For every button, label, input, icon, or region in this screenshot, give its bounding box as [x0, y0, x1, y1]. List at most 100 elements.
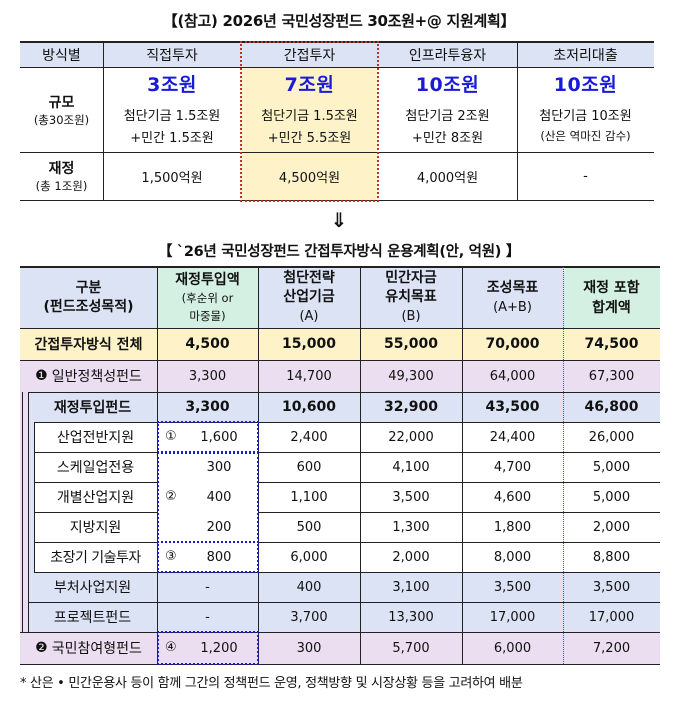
- divider: [563, 267, 564, 664]
- divider: [34, 572, 660, 573]
- cell-value: 10,600: [281, 399, 337, 415]
- fiscal-indirect: 4,500억원: [278, 170, 341, 186]
- header-line: 산업기금: [283, 289, 335, 305]
- row-label-cell: ❶ 일반정책성펀드: [20, 360, 157, 392]
- row-label: 부처사업지원: [53, 580, 132, 596]
- detail-line2: (산은 역마진 감수): [540, 129, 631, 143]
- cell-value: 4,500: [185, 336, 230, 352]
- header-line: 재정 포함: [583, 279, 640, 296]
- header-green-bg: [157, 267, 258, 328]
- amount: 10조원: [553, 74, 618, 96]
- down-arrow-icon: ⇓: [330, 208, 348, 232]
- cell-value: 32,900: [383, 399, 439, 415]
- cell-value: 800: [206, 549, 232, 565]
- divider: [462, 267, 463, 664]
- divider: [20, 266, 660, 268]
- cell-value: 5,700: [392, 640, 430, 656]
- cell-value: 6,000: [493, 640, 532, 656]
- header-target: 조성목표 (A+B): [462, 267, 563, 328]
- divider: [28, 392, 29, 632]
- divider: [20, 67, 654, 68]
- circled-3-icon: ③: [165, 549, 177, 564]
- cell-value: 8,800: [592, 549, 631, 565]
- divider: [258, 542, 660, 543]
- cell-value: 17,000: [588, 609, 635, 625]
- cell-value: 70,000: [485, 336, 540, 352]
- cell-value: 46,800: [584, 399, 639, 415]
- detail-line1: 첨단기금 10조원: [539, 109, 632, 124]
- cell-value: -: [205, 609, 210, 625]
- cell-value: 43,500: [485, 399, 540, 415]
- cell-value: 13,300: [388, 609, 434, 625]
- cell-value: 300: [206, 459, 232, 475]
- divider: [20, 664, 660, 665]
- scale-direct: 3조원 첨단기금 1.5조원 +민간 1.5조원: [103, 67, 241, 152]
- number-1-icon: ❶: [35, 368, 48, 384]
- cell-value: 3,500: [392, 489, 430, 505]
- cell-value: 2,000: [592, 519, 631, 535]
- bottom-header-bg: [20, 267, 660, 328]
- cell-value: 3,300: [185, 399, 230, 415]
- cell-value: 8,000: [493, 549, 532, 565]
- header-indirect: 간접투자: [283, 47, 336, 64]
- detail-line1: 첨단기금 1.5조원: [261, 109, 358, 124]
- indirect-highlight-border: [240, 41, 379, 202]
- header-line: (B): [401, 309, 421, 324]
- cell-value: 3,500: [592, 579, 631, 595]
- cell-value: 2,400: [290, 429, 328, 445]
- cell-value: 55,000: [383, 336, 439, 352]
- fiscal-direct: 1,500억원: [141, 170, 203, 186]
- row-label: 스케일업전용: [56, 460, 135, 476]
- divider: [258, 482, 660, 483]
- detail-line1: 첨단기금 2조원: [405, 109, 490, 124]
- fiscal-label-cell: 재정 (총 1조원): [20, 152, 103, 200]
- divider: [34, 422, 35, 572]
- cell-value: 300: [296, 640, 322, 656]
- circled-1-icon: ①: [165, 429, 177, 444]
- scale-label: 규모: [48, 94, 75, 111]
- row-label: 간접투자방식 전체: [34, 337, 143, 353]
- divider: [517, 42, 518, 200]
- row-label-cell: ❷ 국민참여형펀드: [20, 632, 157, 664]
- cell-value: 200: [206, 519, 232, 535]
- row-label: 국민참여형펀드: [51, 641, 142, 657]
- row-label: 지방지원: [69, 520, 122, 536]
- indirect-header-bg: [241, 42, 378, 67]
- group-1-box: [157, 421, 259, 453]
- cell-value: 22,000: [388, 429, 434, 445]
- fiscal-sublabel: (총 1조원): [35, 179, 88, 193]
- cell-value: 1,200: [200, 640, 238, 656]
- divider: [103, 42, 104, 200]
- header-line: 마중물): [189, 308, 226, 323]
- header-line: (A): [299, 309, 319, 324]
- cell-value: 1,300: [392, 519, 430, 535]
- scale-sublabel: (총30조원): [33, 112, 90, 127]
- cell-value: 7,200: [592, 640, 631, 656]
- cell-value: 49,300: [388, 368, 434, 384]
- group-side-bg: [20, 572, 28, 632]
- cell-value: 4,600: [493, 489, 532, 505]
- cell-value: 600: [296, 459, 322, 475]
- circled-4-icon: ④: [165, 640, 177, 655]
- row-citizen-bg: [20, 632, 660, 664]
- divider: [34, 482, 157, 483]
- cell-value: 64,000: [489, 368, 536, 384]
- bottom-title: 【 `26년 국민성장펀드 간접투자방식 운용계획(안, 억원) 】: [157, 244, 521, 260]
- detail-line2: +민간 5.5조원: [267, 131, 352, 146]
- cell-value: 6,000: [290, 549, 328, 565]
- fiscal-infra: 4,000억원: [416, 170, 479, 186]
- divider: [28, 392, 660, 393]
- header-strategic-fund: 첨단전략 산업기금 (A): [258, 267, 360, 328]
- header-line: 첨단전략: [283, 270, 335, 286]
- cell-value: 1,100: [290, 489, 328, 505]
- divider: [258, 512, 660, 513]
- indirect-highlight-bg: [241, 42, 378, 200]
- group-2-box: [157, 452, 259, 543]
- header-line: (펀드조성목적): [43, 298, 134, 315]
- scale-loan: 10조원 첨단기금 10조원 (산은 역마진 감수): [517, 67, 654, 152]
- fiscal-label: 재정: [48, 161, 75, 177]
- number-2-icon: ❷: [35, 640, 48, 656]
- divider: [34, 542, 157, 543]
- divider: [34, 452, 157, 453]
- header-category: 구분 (펀드조성목적): [20, 267, 157, 328]
